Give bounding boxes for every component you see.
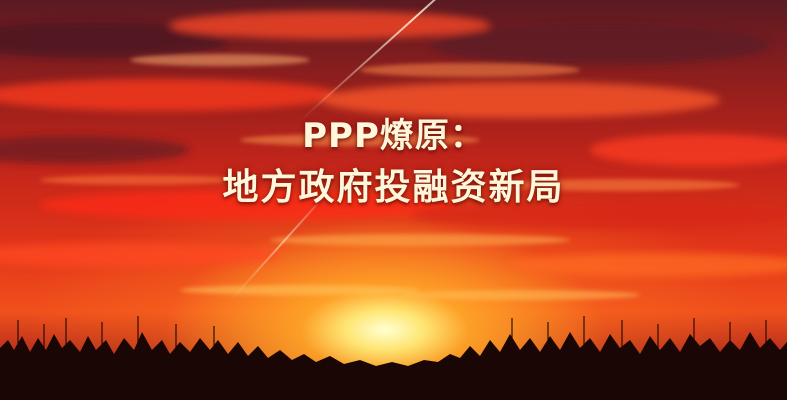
title-line-2: 地方政府投融资新局 bbox=[222, 167, 565, 208]
title-line-1: PPP燎原： bbox=[302, 116, 485, 156]
treeline-silhouette bbox=[0, 316, 787, 400]
